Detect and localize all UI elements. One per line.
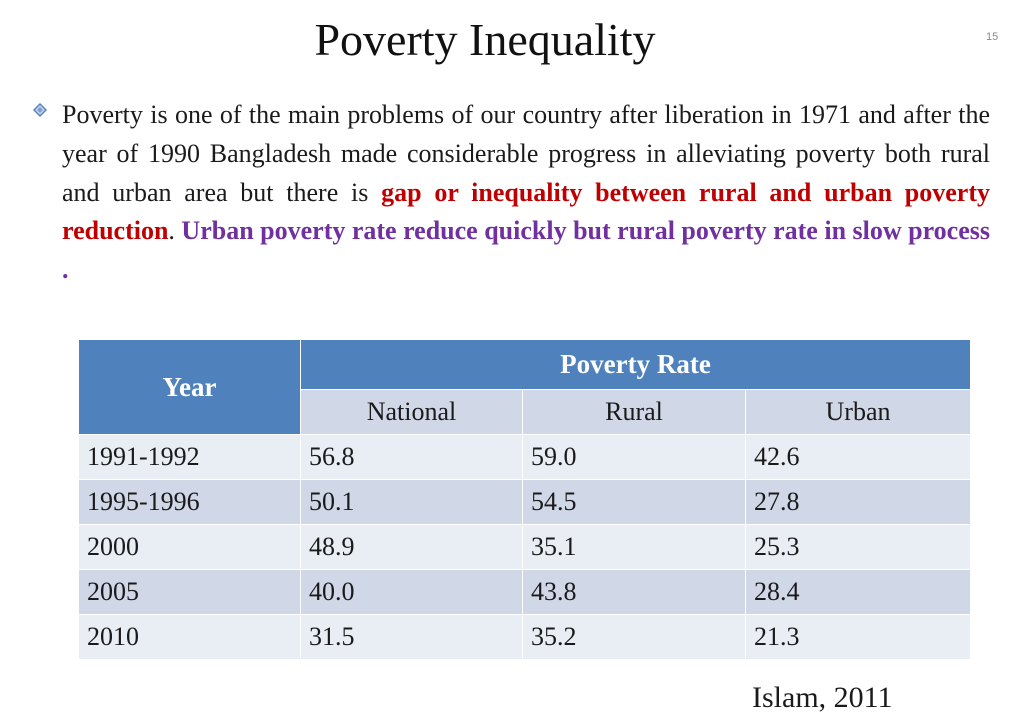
slide-number: 15	[986, 31, 999, 43]
rural-cell: 35.1	[522, 524, 746, 570]
urban-cell: 28.4	[744, 569, 972, 615]
table-row: 1995-1996 50.1 54.5 27.8	[78, 479, 972, 525]
year-cell: 1995-1996	[78, 479, 301, 525]
rural-cell: 54.5	[522, 479, 746, 525]
national-cell: 31.5	[300, 614, 523, 660]
national-header: National	[300, 388, 523, 436]
urban-cell: 25.3	[744, 524, 972, 570]
national-cell: 50.1	[300, 479, 523, 525]
year-header: Year	[78, 339, 301, 435]
rural-header: Rural	[522, 388, 746, 436]
table-row: 2010 31.5 35.2 21.3	[78, 614, 972, 660]
year-cell: 1991-1992	[78, 434, 301, 480]
table-row: 2005 40.0 43.8 28.4	[78, 569, 972, 615]
table-row: 2000 48.9 35.1 25.3	[78, 524, 972, 570]
paragraph-text: Poverty is one of the main problems of o…	[62, 100, 990, 207]
poverty-rate-table: Year Poverty Rate National Rural Urban 1…	[78, 339, 972, 660]
national-cell: 48.9	[300, 524, 523, 570]
year-cell: 2010	[78, 614, 301, 660]
year-cell: 2005	[78, 569, 301, 615]
slide-title: Poverty Inequality	[314, 14, 656, 65]
paragraph-red-emphasis: gap or inequality between rural and urba…	[62, 177, 990, 246]
table-row: 1991-1992 56.8 59.0 42.6	[78, 434, 972, 480]
urban-cell: 27.8	[744, 479, 972, 525]
urban-cell: 42.6	[744, 434, 972, 480]
urban-cell: 21.3	[744, 614, 972, 660]
diamond-bullet-icon	[33, 103, 47, 117]
urban-header: Urban	[744, 388, 972, 436]
paragraph-purple-emphasis: Urban poverty rate reduce quickly but ru…	[62, 216, 990, 285]
body-paragraph: Poverty is one of the main problems of o…	[62, 96, 990, 290]
rural-cell: 35.2	[522, 614, 746, 660]
rural-cell: 59.0	[522, 434, 746, 480]
national-cell: 40.0	[300, 569, 523, 615]
paragraph-period: .	[168, 216, 175, 246]
year-cell: 2000	[78, 524, 301, 570]
national-cell: 56.8	[300, 434, 523, 480]
source-citation: Islam, 2011	[752, 681, 893, 714]
poverty-rate-header: Poverty Rate	[299, 339, 972, 390]
rural-cell: 43.8	[522, 569, 746, 615]
